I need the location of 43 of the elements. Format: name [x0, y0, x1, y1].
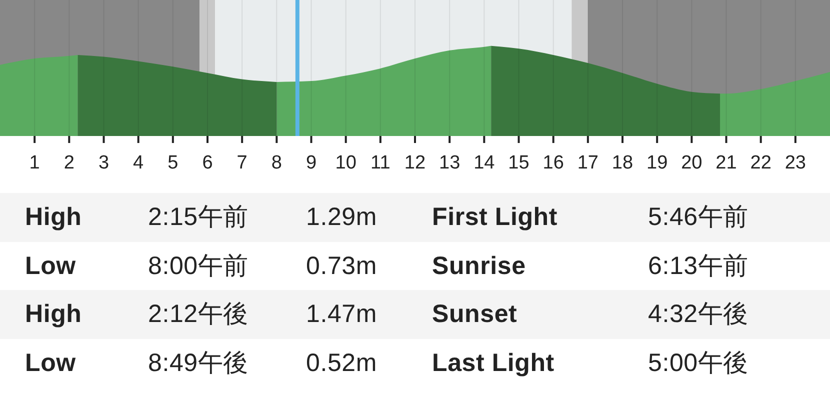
- text: Last Light: [432, 348, 554, 378]
- x-tick-label: 16: [542, 152, 564, 174]
- text: 2:15午前: [148, 202, 248, 232]
- x-tick-label: 3: [98, 152, 110, 174]
- x-tick-label: 5: [168, 152, 178, 174]
- x-tick-label: 2: [64, 152, 74, 174]
- x-tick-label: 21: [716, 152, 737, 174]
- text: Low: [25, 348, 76, 378]
- x-tick-label: 4: [133, 152, 144, 174]
- text: 8:49午後: [148, 348, 248, 378]
- x-tick-label: 22: [750, 152, 772, 174]
- text: 8:00午前: [148, 250, 248, 280]
- x-tick-label: 19: [646, 152, 668, 174]
- x-tick-label: 14: [474, 152, 496, 174]
- text: High: [25, 202, 82, 232]
- x-tick-label: 8: [271, 152, 282, 174]
- text: Sunset: [432, 299, 518, 329]
- text: 0.73m: [306, 250, 377, 280]
- x-tick-label: 20: [681, 152, 702, 174]
- x-tick-label: 1: [29, 152, 40, 174]
- text: 5:46午前: [648, 202, 748, 232]
- text: 1.47m: [306, 299, 377, 329]
- x-tick-label: 12: [404, 152, 426, 174]
- x-tick-label: 23: [784, 152, 806, 174]
- text: 0.52m: [306, 348, 377, 378]
- x-tick-label: 11: [370, 152, 390, 174]
- text: High: [25, 299, 82, 329]
- x-tick-label: 18: [612, 152, 634, 174]
- x-tick-label: 15: [508, 152, 530, 174]
- text: 5:00午後: [648, 348, 748, 378]
- text: First Light: [432, 202, 558, 232]
- text: 4:32午後: [648, 299, 748, 329]
- x-tick-label: 9: [306, 152, 317, 174]
- text: 2:12午後: [148, 299, 248, 329]
- text: Sunrise: [432, 250, 526, 280]
- x-tick-label: 6: [202, 152, 213, 174]
- text: Low: [25, 250, 76, 280]
- x-tick-label: 17: [577, 152, 598, 174]
- x-tick-label: 13: [439, 152, 460, 174]
- text: 6:13午前: [648, 250, 748, 280]
- x-tick-label: 10: [335, 152, 356, 174]
- x-tick-label: 7: [236, 152, 248, 174]
- text: 1.29m: [306, 202, 377, 232]
